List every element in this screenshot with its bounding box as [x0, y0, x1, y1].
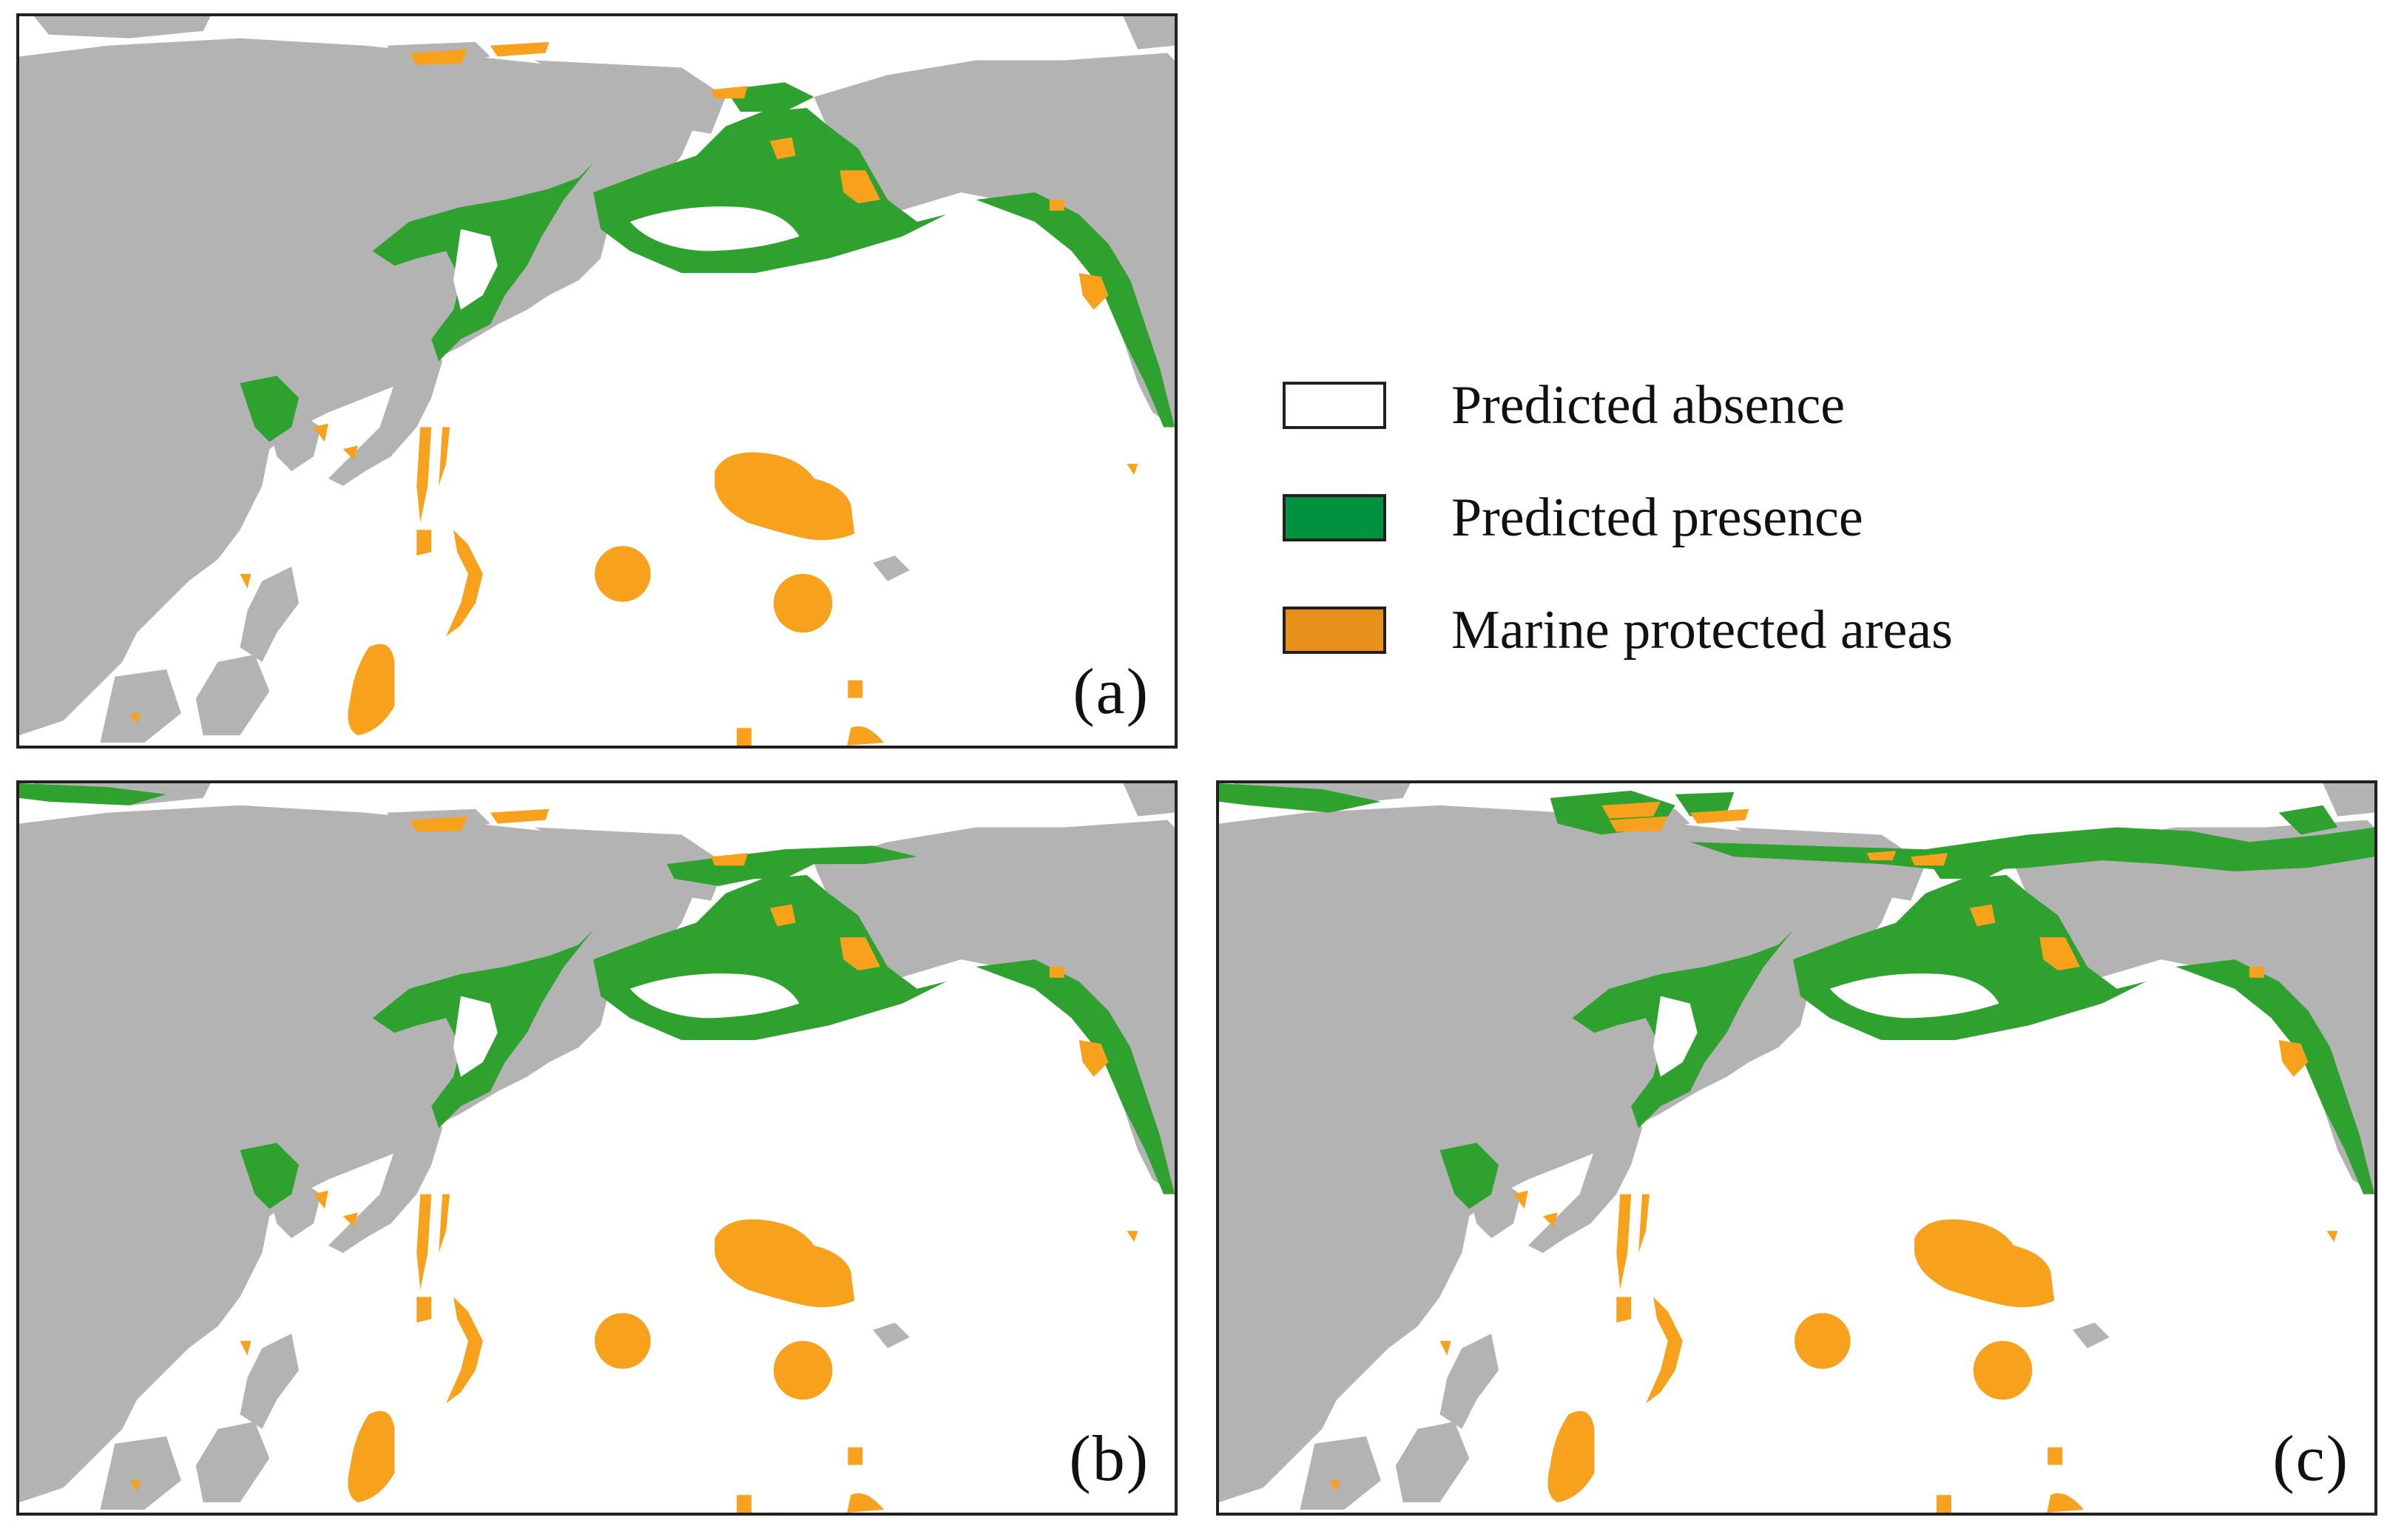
map-a [19, 16, 1175, 746]
legend-item-presence: Predicted presence [1283, 482, 2244, 595]
panel-label-b: (b) [1069, 1423, 1149, 1495]
legend-label-absence: Predicted absence [1451, 375, 1846, 436]
legend-item-mpa: Marine protected areas [1283, 595, 2244, 707]
map-c [1219, 783, 2374, 1513]
map-panel-a: (a) [16, 13, 1178, 749]
legend-label-presence: Predicted presence [1451, 487, 1863, 548]
map-b [19, 783, 1175, 1513]
legend-swatch-presence [1283, 494, 1386, 541]
panel-label-a: (a) [1073, 656, 1149, 728]
panel-label-c: (c) [2272, 1423, 2349, 1495]
map-panel-c: (c) [1216, 780, 2377, 1516]
map-panel-b: (b) [16, 780, 1178, 1516]
legend: Predicted absence Predicted presence Mar… [1283, 370, 2244, 707]
legend-swatch-mpa [1283, 607, 1386, 654]
legend-label-mpa: Marine protected areas [1451, 600, 1953, 661]
legend-swatch-absence [1283, 382, 1386, 429]
legend-item-absence: Predicted absence [1283, 370, 2244, 482]
